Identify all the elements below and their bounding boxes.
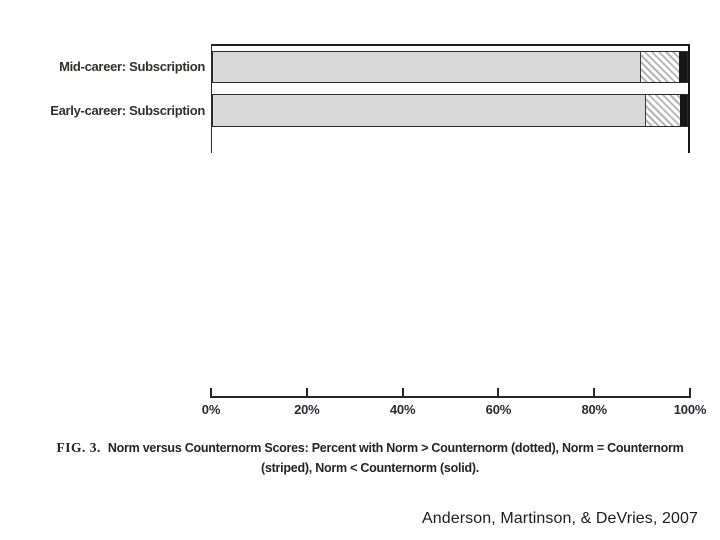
x-axis-line — [211, 396, 690, 398]
tick-mark-0% — [210, 388, 212, 398]
tick-label-100%: 100% — [673, 402, 707, 417]
tick-label-20%: 20% — [294, 402, 320, 417]
tick-label-80%: 80% — [581, 402, 607, 417]
caption-text-line1: Norm versus Counternorm Scores: Percent … — [107, 441, 684, 455]
category-label-mid-career: Mid-career: Subscription — [59, 59, 205, 74]
tick-mark-80% — [593, 388, 596, 398]
tick-label-60%: 60% — [485, 402, 512, 417]
tick-label-40%: 40% — [389, 402, 416, 417]
tick-label-0%: 0% — [201, 402, 221, 417]
bar-segment-dotted — [213, 52, 641, 82]
tick-mark-40% — [401, 388, 404, 398]
bar-row-early-career-subscription — [212, 94, 688, 127]
tick-mark-100% — [689, 388, 691, 398]
attribution-text: Anderson, Martinson, & DeVries, 2007 — [421, 510, 698, 527]
tick-mark-20% — [305, 388, 308, 398]
bar-segment-striped — [645, 95, 680, 126]
category-label-early-career: Early-career: Subscription — [50, 103, 205, 118]
plot-area — [211, 44, 690, 153]
figure-caption: FIG. 3. Norm versus Counternorm Scores: P… — [35, 438, 705, 478]
bar-segment-solid — [678, 52, 687, 82]
x-axis: 0% 20% 40% 60% 80% 100% — [202, 388, 706, 420]
figure-number: FIG. 3. — [56, 440, 101, 455]
tick-mark-60% — [497, 388, 500, 398]
caption-line-1: FIG. 3. Norm versus Counternorm Scores: P… — [35, 438, 705, 458]
bar-segment-striped — [640, 52, 679, 82]
bar-segment-dotted — [213, 95, 646, 126]
bar-row-mid-career-subscription — [212, 51, 688, 83]
bar-segment-solid — [679, 95, 687, 126]
caption-text-line2: (striped), Norm < Counternorm (solid). — [261, 461, 479, 475]
